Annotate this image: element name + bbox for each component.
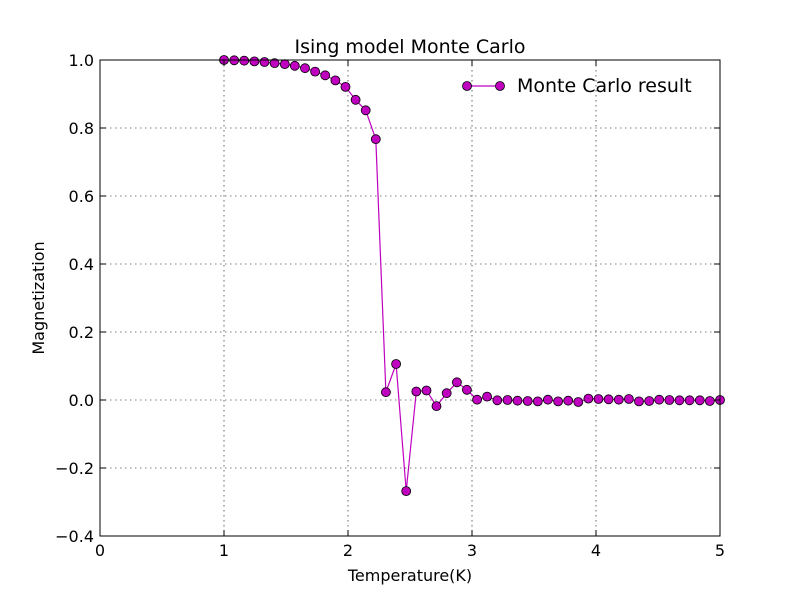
- data-point: [401, 486, 412, 497]
- data-point: [644, 396, 655, 406]
- data-point: [289, 60, 300, 71]
- data-point: [380, 387, 391, 398]
- data-point: [583, 393, 594, 404]
- data-point: [654, 394, 665, 405]
- y-tick-label: 0.6: [69, 187, 94, 206]
- chart-title: Ising model Monte Carlo: [295, 36, 526, 58]
- plot-frame: [99, 59, 721, 537]
- data-point: [249, 56, 260, 67]
- data-point: [259, 57, 270, 67]
- data-point: [451, 377, 462, 388]
- series-layer: [219, 55, 725, 497]
- y-tick-label: 0.4: [69, 255, 94, 274]
- data-point: [492, 395, 503, 406]
- data-point: [269, 58, 280, 68]
- data-point: [441, 388, 452, 399]
- y-axis-label: Magnetization: [29, 241, 48, 354]
- y-tick-label: 0.0: [69, 391, 94, 410]
- data-point: [482, 391, 493, 402]
- y-tick-label: 0.2: [69, 323, 94, 342]
- data-point: [239, 55, 250, 66]
- data-point: [340, 82, 351, 92]
- data-point: [593, 394, 604, 404]
- x-tick-label: 4: [591, 541, 601, 560]
- data-point: [512, 395, 523, 406]
- data-point: [573, 397, 584, 407]
- y-tick-label: −0.2: [55, 459, 94, 478]
- data-point: [360, 105, 371, 116]
- x-tick-label: 3: [467, 541, 477, 560]
- data-point: [431, 401, 442, 412]
- data-point: [603, 394, 614, 405]
- data-point: [310, 66, 321, 77]
- x-tick-label: 1: [219, 541, 229, 560]
- data-point: [421, 385, 432, 396]
- data-point: [300, 63, 310, 74]
- x-tick-label: 2: [343, 541, 353, 560]
- data-point: [694, 395, 705, 406]
- data-point: [411, 386, 422, 397]
- data-point: [664, 395, 675, 405]
- data-point: [543, 394, 553, 405]
- data-point: [320, 70, 331, 81]
- data-point: [330, 75, 341, 86]
- data-point: [532, 396, 543, 407]
- data-point: [472, 394, 483, 405]
- data-point: [674, 395, 685, 406]
- data-point: [684, 395, 695, 406]
- data-point: [613, 394, 624, 405]
- data-point: [563, 395, 574, 406]
- x-tick-label: 5: [715, 541, 725, 560]
- plot-area: [100, 60, 720, 536]
- x-axis-label: Temperature(K): [347, 566, 472, 585]
- legend: Monte Carlo result: [462, 75, 692, 97]
- legend-marker: [462, 81, 472, 91]
- ticks: 0 1 2 3 4 5 −0.4 −0.2 0.0 0.2 0.4 0.6 0.8 1.0: [55, 51, 725, 560]
- legend-label: Monte Carlo result: [517, 75, 692, 97]
- data-point: [502, 395, 513, 405]
- data-point: [391, 359, 402, 369]
- data-point: [350, 94, 361, 105]
- y-tick-label: 1.0: [69, 51, 94, 70]
- data-point: [634, 396, 644, 407]
- y-tick-label: −0.4: [55, 527, 94, 546]
- legend-marker: [495, 81, 505, 91]
- data-point: [553, 396, 563, 407]
- data-point: [522, 396, 533, 406]
- data-point: [461, 384, 472, 395]
- data-point: [624, 394, 634, 404]
- y-tick-label: 0.8: [69, 119, 94, 138]
- data-point: [279, 59, 290, 69]
- data-point: [370, 134, 381, 145]
- data-point: [704, 396, 715, 406]
- x-tick-label: 0: [95, 541, 105, 560]
